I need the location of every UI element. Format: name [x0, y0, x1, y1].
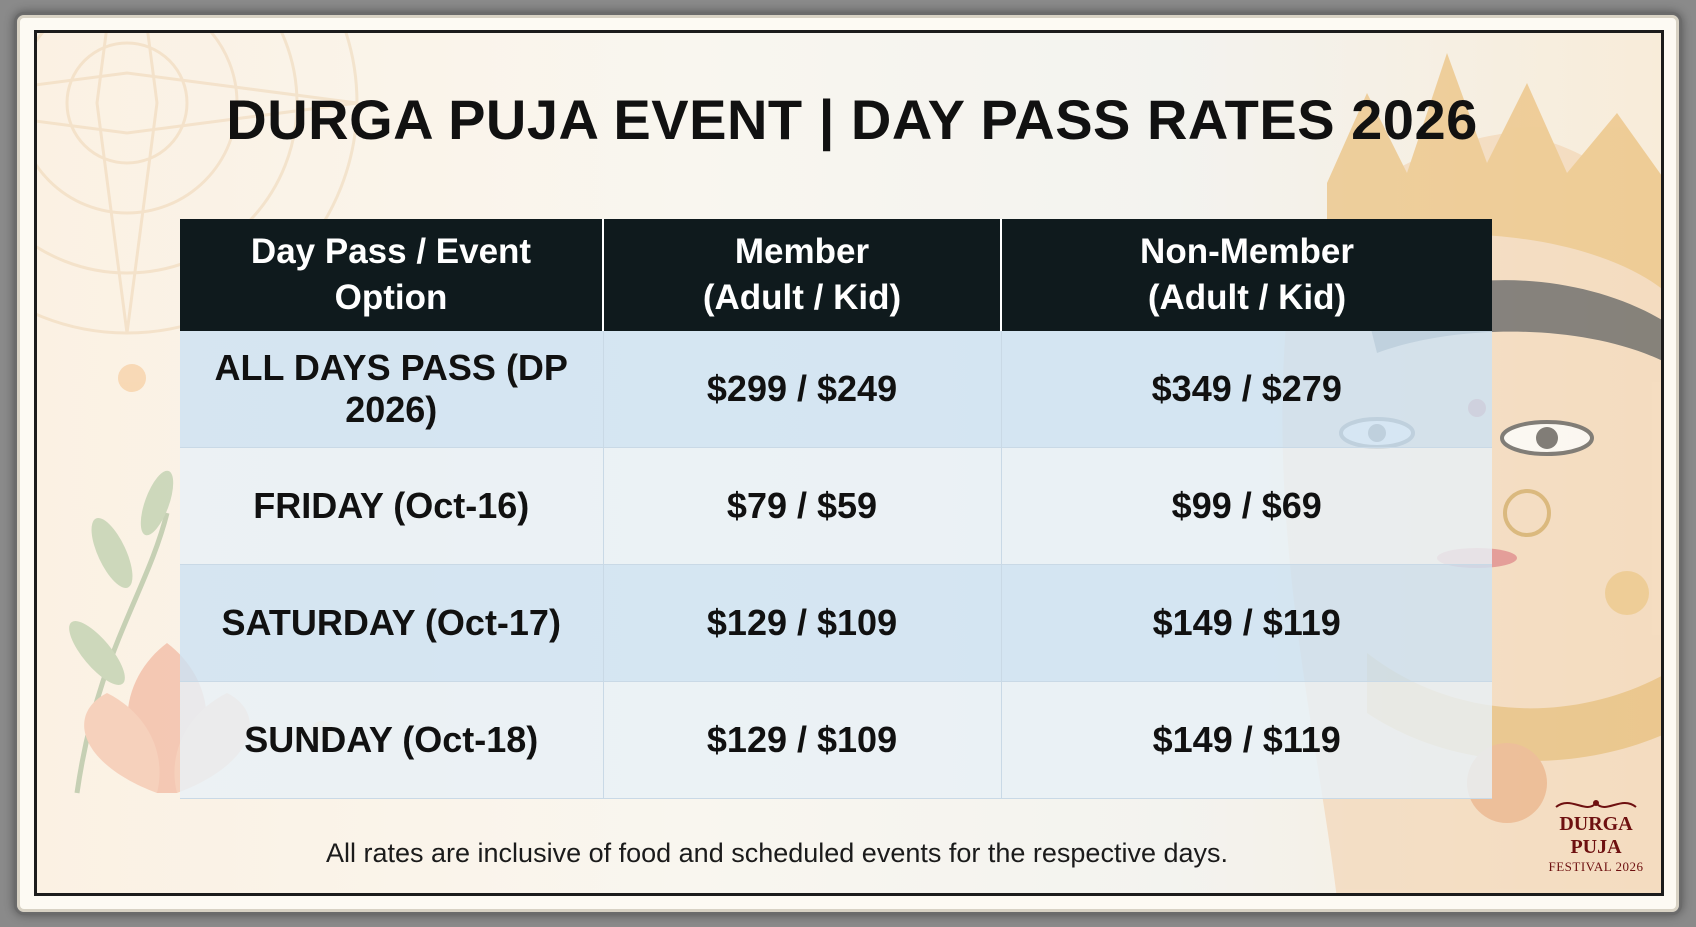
- option-cell: SUNDAY (Oct-18): [180, 681, 604, 799]
- ornament-icon: [1555, 800, 1637, 808]
- non-member-price-cell: $149 / $119: [1001, 564, 1492, 682]
- badge-title: DURGA PUJA: [1559, 813, 1633, 858]
- option-cell: SATURDAY (Oct-17): [180, 564, 604, 682]
- member-price-cell: $79 / $59: [603, 447, 1002, 565]
- member-price-cell: $299 / $249: [603, 331, 1002, 448]
- non-member-price-cell: $149 / $119: [1001, 681, 1492, 799]
- non-member-price-cell: $99 / $69: [1001, 447, 1492, 565]
- table-row: FRIDAY (Oct-16) $79 / $59 $99 / $69: [180, 447, 1492, 565]
- mandala-ornament: [37, 33, 359, 335]
- header-option-label: Day Pass / Event Option: [250, 232, 532, 317]
- header-non-member: Non-Member (Adult / Kid): [1001, 219, 1492, 331]
- header-member-sub: (Adult / Kid): [702, 278, 902, 317]
- badge-subtitle: FESTIVAL 2026: [1548, 859, 1644, 874]
- header-member: Member (Adult / Kid): [603, 219, 1002, 331]
- festival-badge: DURGA PUJA FESTIVAL 2026: [1536, 795, 1656, 875]
- table-row: ALL DAYS PASS (DP 2026) $299 / $249 $349…: [180, 331, 1492, 448]
- header-option: Day Pass / Event Option: [180, 219, 604, 331]
- price-table: Day Pass / Event Option Member (Adult / …: [180, 219, 1492, 799]
- member-price-cell: $129 / $109: [603, 681, 1002, 799]
- member-price-cell: $129 / $109: [603, 564, 1002, 682]
- table-header-row: Day Pass / Event Option Member (Adult / …: [180, 219, 1492, 331]
- poster: DURGA PUJA EVENT | DAY PASS RATES 2026 D…: [34, 30, 1664, 896]
- header-non-member-sub: (Adult / Kid): [1147, 278, 1347, 317]
- option-cell: ALL DAYS PASS (DP 2026): [180, 331, 604, 448]
- option-cell: FRIDAY (Oct-16): [180, 447, 604, 565]
- header-non-member-label: Non-Member: [1140, 232, 1354, 271]
- page-title: DURGA PUJA EVENT | DAY PASS RATES 2026: [226, 88, 1478, 151]
- table-row: SATURDAY (Oct-17) $129 / $109 $149 / $11…: [180, 564, 1492, 682]
- footnote: All rates are inclusive of food and sche…: [325, 838, 1228, 868]
- non-member-price-cell: $349 / $279: [1001, 331, 1492, 448]
- header-member-label: Member: [734, 232, 870, 271]
- table-row: SUNDAY (Oct-18) $129 / $109 $149 / $119: [180, 681, 1492, 799]
